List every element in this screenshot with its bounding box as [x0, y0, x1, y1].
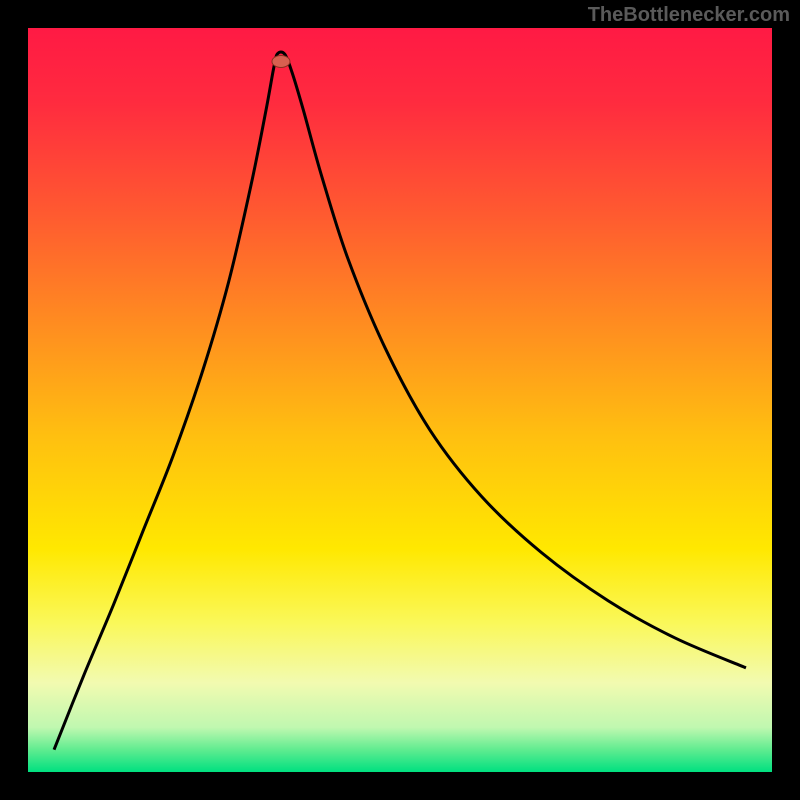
plot-background: [28, 28, 772, 772]
watermark-text: TheBottlenecker.com: [588, 4, 790, 27]
chart-container: TheBottlenecker.com: [0, 0, 800, 800]
optimal-marker: [272, 55, 290, 67]
chart-svg: [0, 0, 800, 800]
